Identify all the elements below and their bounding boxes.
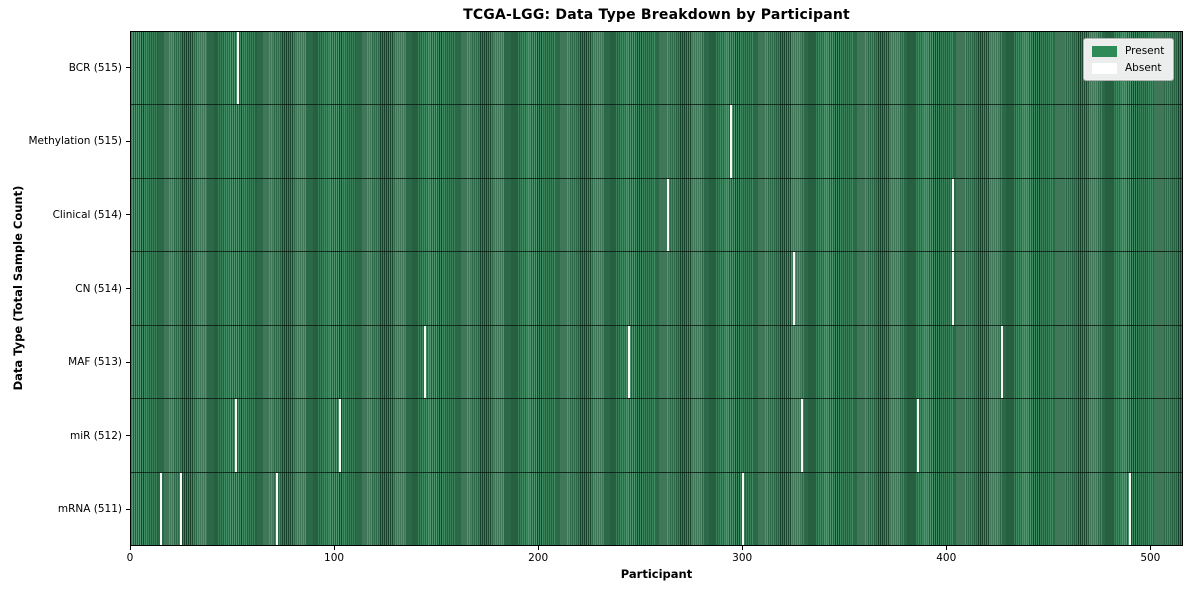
x-tick-label: 100 [324,552,345,564]
x-tick-label: 300 [732,552,753,564]
heatmap-row-BCR [131,32,1182,106]
heatmap-row-mRNA [131,472,1182,546]
x-tick-mark [945,546,947,550]
y-tick-mark [126,288,130,289]
heatmap-row-Clinical [131,178,1182,253]
y-tick-label: Methylation (515) [28,135,122,148]
y-tick-label: BCR (515) [68,61,122,74]
chart-title: TCGA-LGG: Data Type Breakdown by Partici… [463,7,850,23]
y-tick-label: CN (514) [75,282,122,295]
x-tick-label: 0 [126,552,134,564]
x-tick-mark [741,546,743,550]
x-axis-title: Participant [620,567,693,581]
present-swatch [1092,45,1117,57]
y-tick-label: miR (512) [69,429,122,442]
x-tick-mark [129,546,131,550]
absent-gap [951,178,954,252]
y-tick-mark [126,435,130,437]
legend: Present Absent [1083,38,1175,81]
y-tick-label: mRNA (511) [57,503,122,516]
y-tick-mark [126,140,130,142]
absent-gap [1129,472,1132,545]
y-tick-label: MAF (513) [68,356,122,369]
legend-label-present: Present [1125,45,1165,57]
y-tick-mark [126,508,130,510]
heatmap-row-Methylation [131,105,1182,179]
y-tick-mark [126,67,130,69]
legend-label-absent: Absent [1125,62,1162,74]
y-tick-mark [126,361,130,363]
absent-gap [917,399,920,472]
absent-gap [951,252,954,325]
absent-gap [792,252,796,325]
heatmap-row-miR [131,399,1182,473]
absent-gap [801,399,804,472]
heatmap-row-MAF [131,325,1182,400]
heatmap-row-CN [131,252,1182,326]
absent-gap [742,472,745,545]
x-tick-mark [1149,546,1151,550]
absent-gap [159,472,162,545]
absent-gap [236,32,239,105]
absent-gap [275,472,278,545]
absent-gap [729,105,732,178]
x-tick-label: 200 [528,552,549,564]
y-tick-mark [126,214,130,216]
x-tick-label: 500 [1140,552,1161,564]
absent-gap [338,399,341,472]
legend-entry-present: Present [1092,45,1164,57]
legend-entry-absent: Absent [1092,62,1164,74]
absent-gap [1000,325,1003,399]
x-tick-mark [537,546,539,550]
absent-swatch [1092,62,1117,74]
absent-gap [424,325,427,399]
absent-gap [666,178,669,252]
absent-gap [234,399,237,472]
y-tick-label: Clinical (514) [52,208,122,221]
x-tick-label: 400 [936,552,957,564]
plot-area [130,31,1183,546]
x-tick-mark [333,546,335,550]
absent-gap [627,325,631,399]
absent-gap [179,472,182,545]
